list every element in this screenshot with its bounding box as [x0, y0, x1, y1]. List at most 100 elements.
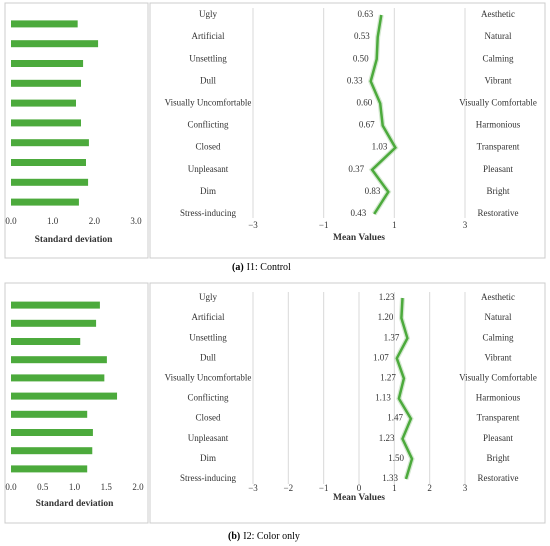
- line: [395, 297, 414, 480]
- right-label: Restorative: [478, 473, 519, 483]
- bar: [11, 79, 81, 87]
- value-label: 1.07: [373, 352, 389, 362]
- value-label: 0.67: [359, 120, 375, 130]
- value-label: 1.50: [388, 453, 404, 463]
- x-axis-title: Standard deviation: [35, 235, 114, 245]
- bar: [11, 159, 86, 166]
- caption-label: (b): [228, 531, 240, 542]
- left-label: Closed: [195, 413, 221, 423]
- x-tick-label: −1: [319, 483, 329, 493]
- bar: [11, 119, 81, 127]
- right-label: Natural: [485, 31, 512, 41]
- left-label: Ugly: [199, 292, 218, 302]
- value-label: 1.20: [378, 312, 394, 322]
- x-tick-label: 2: [427, 483, 432, 493]
- x-tick-label: 3: [463, 483, 468, 493]
- left-label: Unsettling: [189, 332, 227, 342]
- caption-text: I2: Color only: [243, 531, 300, 542]
- x-tick-label: 1.0: [69, 482, 81, 492]
- left-label: Visually Uncomfortable: [165, 98, 252, 108]
- right-label: Aesthetic: [481, 292, 515, 302]
- left-label: Conflicting: [188, 393, 229, 403]
- value-label: 0.60: [356, 98, 372, 108]
- left-label: Dim: [200, 186, 216, 196]
- x-tick-label: 2.0: [89, 216, 101, 226]
- left-label: Conflicting: [188, 120, 229, 130]
- x-tick-label: −1: [319, 220, 329, 230]
- right-label: Bright: [486, 453, 510, 463]
- x-tick-label: −3: [248, 483, 258, 493]
- panel-frame: [4, 282, 149, 524]
- value-label: 1.27: [380, 373, 396, 383]
- left-label: Unpleasant: [188, 164, 229, 174]
- value-label: 1.23: [379, 433, 395, 443]
- right-label: Vibrant: [485, 75, 512, 85]
- left-label: Unsettling: [189, 53, 227, 63]
- x-tick-label: 3.0: [130, 216, 142, 226]
- caption: (a) I1: Control: [232, 262, 291, 273]
- value-label: 0.63: [358, 9, 374, 19]
- bar: [11, 198, 79, 206]
- right-label: Pleasant: [483, 433, 513, 443]
- x-axis-title: Mean Values: [333, 493, 385, 503]
- bar: [11, 20, 78, 28]
- left-label: Dull: [200, 352, 217, 362]
- right-label: Calming: [483, 332, 514, 342]
- left-label: Closed: [195, 142, 221, 152]
- bar: [11, 338, 81, 345]
- left-label: Dull: [200, 75, 217, 85]
- left-label: Artificial: [192, 312, 225, 322]
- value-label: 1.23: [379, 292, 395, 302]
- left-label: Ugly: [199, 9, 218, 19]
- left-label: Stress-inducing: [180, 208, 236, 218]
- right-label: Harmonious: [476, 393, 521, 403]
- bar: [11, 392, 118, 400]
- value-label: 0.53: [354, 31, 370, 41]
- value-label: 0.37: [348, 164, 364, 174]
- panel-frame: [149, 282, 546, 524]
- x-tick-label: 1: [392, 220, 397, 230]
- caption: (b) I2: Color only: [228, 531, 300, 542]
- right-label: Visually Comfortable: [459, 373, 537, 383]
- x-tick-label: 0: [357, 483, 362, 493]
- value-label: 0.83: [365, 186, 381, 196]
- x-tick-label: −2: [284, 483, 294, 493]
- x-tick-label: 0.5: [37, 482, 49, 492]
- line: [369, 14, 397, 215]
- x-tick-label: 2.0: [132, 482, 144, 492]
- left-label: Dim: [200, 453, 216, 463]
- right-label: Restorative: [478, 208, 519, 218]
- x-tick-label: 1.5: [101, 482, 113, 492]
- bar: [11, 410, 88, 418]
- bar: [11, 178, 89, 186]
- x-tick-label: 1.0: [47, 216, 59, 226]
- caption-text: I1: Control: [247, 262, 291, 273]
- bar: [11, 465, 88, 473]
- x-axis-title: Mean Values: [333, 233, 385, 243]
- value-label: 1.47: [387, 413, 403, 423]
- value-label: 0.50: [353, 53, 369, 63]
- bar: [11, 356, 107, 364]
- bar: [11, 301, 100, 309]
- x-tick-label: −3: [248, 220, 258, 230]
- left-label: Unpleasant: [188, 433, 229, 443]
- value-label: 1.37: [384, 332, 400, 342]
- bar: [11, 447, 93, 455]
- panel-frame: [4, 2, 149, 259]
- right-label: Vibrant: [485, 352, 512, 362]
- x-axis-title: Standard deviation: [36, 499, 115, 509]
- value-label: 0.43: [350, 208, 366, 218]
- right-label: Pleasant: [483, 164, 513, 174]
- x-tick-label: 0.0: [5, 482, 17, 492]
- bar: [11, 374, 105, 382]
- bar: [11, 99, 76, 107]
- value-label: 1.13: [375, 393, 391, 403]
- panel-frame: [149, 2, 546, 259]
- left-label: Visually Uncomfortable: [165, 373, 252, 383]
- right-label: Transparent: [477, 142, 520, 152]
- right-label: Visually Comfortable: [459, 98, 537, 108]
- x-tick-label: 0.0: [5, 216, 17, 226]
- bar: [11, 429, 93, 436]
- x-tick-label: 3: [463, 220, 468, 230]
